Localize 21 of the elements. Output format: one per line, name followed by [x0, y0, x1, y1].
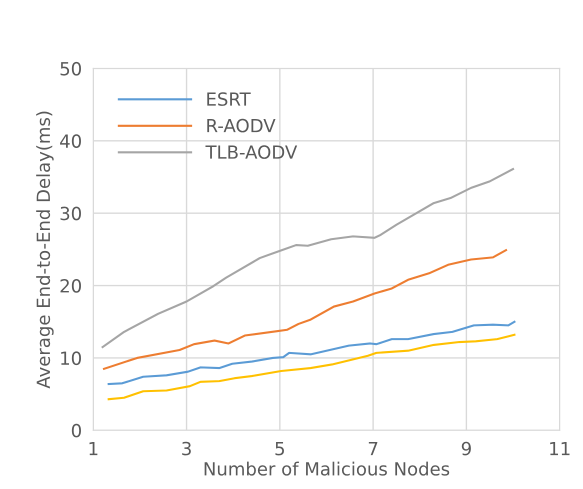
- x-tick-label: 11: [550, 442, 570, 456]
- legend-label: R-AODV: [207, 118, 276, 132]
- y-tick-label: 0: [72, 424, 81, 438]
- y-axis-title: Average End-to-End Delay(ms): [36, 112, 54, 389]
- line-series: [108, 334, 516, 400]
- x-tick-label: 3: [182, 442, 191, 456]
- line-series: [102, 168, 514, 348]
- x-axis-title: Number of Malicious Nodes: [204, 462, 450, 476]
- x-tick-label: 5: [275, 442, 284, 456]
- y-tick-label: 30: [60, 206, 81, 220]
- legend-label: ESRT: [207, 92, 251, 106]
- legend-label: TLB-AODV: [205, 145, 298, 159]
- y-tick-label: 20: [60, 279, 81, 293]
- y-tick-label: 10: [61, 351, 81, 366]
- x-tick-label: 1: [90, 442, 98, 456]
- y-tick-label: 50: [60, 62, 81, 76]
- line-series: [108, 320, 516, 386]
- line-series: [102, 249, 508, 370]
- x-tick-label: 9: [462, 442, 471, 456]
- y-tick-label: 40: [60, 134, 81, 148]
- x-tick-label: 7: [368, 442, 378, 456]
